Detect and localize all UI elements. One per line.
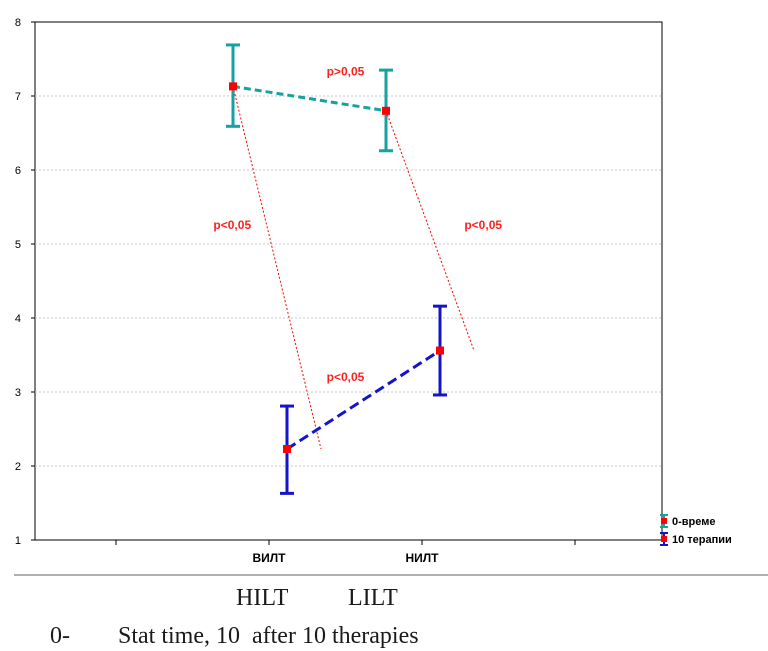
y-tick-label: 1 [15, 535, 21, 547]
y-tick-label: 5 [15, 239, 21, 251]
annotation-label: p<0,05 [464, 218, 502, 232]
legend-swatch-marker [661, 536, 667, 542]
y-tick-label: 4 [15, 313, 21, 325]
series-line [232, 84, 387, 113]
data-point [382, 106, 390, 115]
y-tick-label: 7 [15, 91, 21, 103]
x-tick-label: ВИЛТ [252, 551, 286, 565]
connector-line [385, 110, 475, 351]
y-tick-label: 3 [15, 387, 21, 399]
legend-label: 10 терапии [672, 534, 732, 546]
data-point [229, 82, 237, 91]
x-tick-label: НИЛТ [405, 551, 439, 565]
annotation-label: p>0,05 [327, 64, 365, 78]
legend-swatch-marker [661, 518, 667, 524]
annotation-label: p<0,05 [327, 370, 365, 384]
annotation-label: p<0,05 [213, 218, 251, 232]
y-tick-label: 2 [15, 461, 21, 473]
caption-line-2: 0- Stat time, 10 after 10 therapies [50, 623, 419, 649]
caption-divider [14, 574, 768, 576]
y-tick-label: 8 [15, 17, 21, 29]
series-line [286, 349, 441, 451]
legend-label: 0-време [672, 516, 716, 528]
data-point [283, 444, 291, 453]
caption-line-1: HILT LILT [236, 585, 398, 611]
data-point [436, 346, 444, 355]
plot-frame [34, 21, 663, 541]
y-tick-label: 6 [15, 165, 21, 177]
